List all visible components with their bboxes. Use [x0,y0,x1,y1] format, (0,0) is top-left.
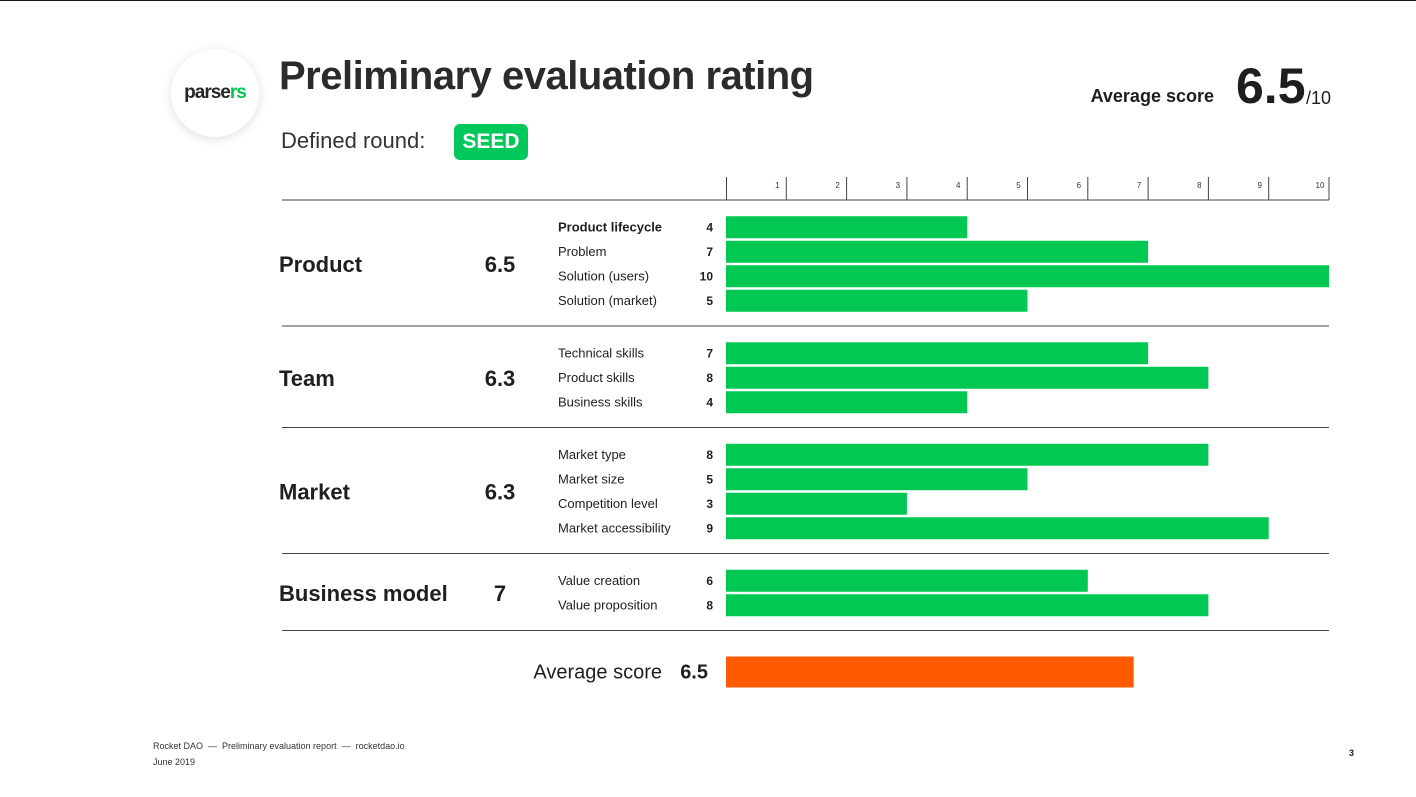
average-score-label: Average score [1090,86,1214,106]
item-label-solution-users: Solution (users) [558,268,649,283]
item-label-market-accessibility: Market accessibility [558,520,671,535]
footer-report-info: Rocket DAO — Preliminary evaluation repo… [153,741,405,751]
item-label-value-creation: Value creation [558,573,640,588]
group-score-market: 6.3 [485,480,516,505]
axis-tick-label-2: 2 [835,181,840,190]
item-label-problem: Problem [558,244,606,259]
round-badge: SEED [454,124,528,160]
item-label-solution-market: Solution (market) [558,293,657,308]
group-score-business-model: 7 [494,581,506,606]
axis-tick-label-7: 7 [1137,181,1142,190]
item-value-market-accessibility: 9 [706,521,713,535]
item-label-technical-skills: Technical skills [558,345,644,360]
bar-solution-market [726,289,1028,312]
item-value-solution-users: 10 [700,269,714,283]
page-number: 3 [1349,748,1355,758]
item-value-value-creation: 6 [706,574,713,588]
bar-business-skills [726,391,968,414]
axis-tick-label-10: 10 [1316,181,1325,190]
axis-tick-label-1: 1 [775,181,780,190]
group-name-team: Team [279,366,335,391]
item-value-problem: 7 [706,245,713,259]
bar-market-accessibility [726,517,1269,540]
item-label-competition-level: Competition level [558,496,658,511]
group-score-product: 6.5 [485,252,516,277]
item-value-solution-market: 5 [706,294,713,308]
item-value-market-size: 5 [706,472,713,486]
bar-competition-level [726,492,907,515]
axis-tick-label-5: 5 [1016,181,1021,190]
item-value-product-skills: 8 [706,371,713,385]
average-score-max: /10 [1306,88,1332,108]
item-value-competition-level: 3 [706,497,713,511]
defined-round-label: Defined round: [281,128,426,153]
item-label-product-skills: Product skills [558,370,635,385]
average-score-value: 6.5 [1236,58,1306,114]
logo-wordmark: parsers [184,82,247,103]
group-name-business-model: Business model [279,581,448,606]
bar-problem [726,240,1149,263]
item-label-market-size: Market size [558,471,624,486]
bar-technical-skills [726,342,1149,365]
item-value-market-type: 8 [706,448,713,462]
axis-tick-label-6: 6 [1077,181,1082,190]
bar-market-type [726,443,1209,466]
axis-tick-label-3: 3 [896,181,901,190]
parsers-logo: parsers [171,49,259,137]
group-name-product: Product [279,252,363,277]
bar-value-creation [726,569,1088,592]
average-row-value: 6.5 [680,662,708,684]
average-bar [726,656,1134,688]
item-label-value-proposition: Value proposition [558,597,658,612]
average-row-label: Average score [533,662,662,684]
axis-tick-label-8: 8 [1197,181,1202,190]
bar-market-size [726,468,1028,491]
item-label-product-lifecycle: Product lifecycle [558,219,662,234]
footer-date: June 2019 [153,757,196,767]
item-value-value-proposition: 8 [706,598,713,612]
item-label-business-skills: Business skills [558,394,643,409]
bar-product-skills [726,366,1209,389]
item-value-product-lifecycle: 4 [706,220,713,234]
bar-product-lifecycle [726,216,968,239]
group-score-team: 6.3 [485,366,516,391]
axis-tick-label-4: 4 [956,181,961,190]
bar-value-proposition [726,594,1209,617]
axis-tick-label-9: 9 [1257,181,1262,190]
group-name-market: Market [279,480,351,505]
item-value-business-skills: 4 [706,395,713,409]
item-value-technical-skills: 7 [706,346,713,360]
bar-solution-users [726,265,1329,288]
top-border [0,0,1416,1]
item-label-market-type: Market type [558,447,626,462]
page-title: Preliminary evaluation rating [279,54,814,98]
